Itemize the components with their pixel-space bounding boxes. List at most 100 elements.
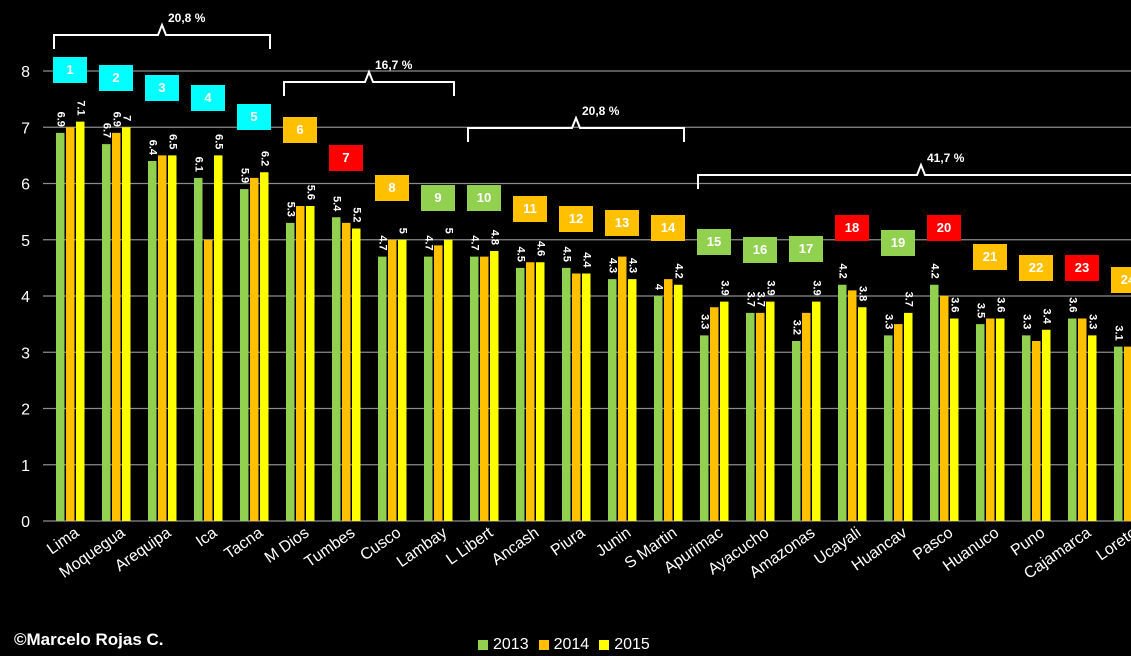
data-label-cajamarca-2015: 3.3 xyxy=(1086,314,1098,329)
bar-cusco-2013 xyxy=(378,256,387,521)
bar-ucayali-2015 xyxy=(858,307,867,521)
bar-s-martin-2013 xyxy=(654,296,663,521)
data-label-tacna-2013: 5.9 xyxy=(238,168,250,183)
bar-puno-2014 xyxy=(1032,341,1041,521)
bar-cajamarca-2014 xyxy=(1078,318,1087,521)
bar-piura-2015 xyxy=(582,273,591,521)
rank-badge-label-14: 14 xyxy=(661,220,676,235)
bar-s-martin-2014 xyxy=(664,279,673,521)
bar-huancav-2013 xyxy=(884,335,893,521)
x-label-ica: Ica xyxy=(193,524,220,550)
bar-tumbes-2013 xyxy=(332,217,341,521)
data-label-ica-2015: 6.5 xyxy=(212,134,224,149)
bar-m-dios-2014 xyxy=(296,206,305,521)
bar-lambay-2013 xyxy=(424,256,433,521)
data-label-l-libert-2015: 4.8 xyxy=(488,230,500,245)
rank-badge-label-3: 3 xyxy=(158,80,165,95)
bar-tacna-2015 xyxy=(260,172,269,521)
data-label-tumbes-2015: 5.2 xyxy=(350,207,362,222)
bar-tacna-2013 xyxy=(240,189,249,521)
x-label-tumbes: Tumbes xyxy=(302,524,359,571)
y-tick-2: 2 xyxy=(21,402,30,419)
group-bracket-2 xyxy=(467,115,685,142)
group-bracket-3 xyxy=(697,162,1131,189)
data-label-cajamarca-2013: 3.6 xyxy=(1066,297,1078,312)
rank-badge-2 xyxy=(99,65,133,91)
legend-swatch-2014 xyxy=(538,640,549,650)
y-tick-6: 6 xyxy=(21,177,30,194)
bar-amazonas-2013 xyxy=(792,341,801,521)
rank-badge-20 xyxy=(927,215,961,241)
bar-s-martin-2015 xyxy=(674,284,683,521)
group-bracket-1 xyxy=(283,69,455,96)
data-label-lambay-2013: 4.7 xyxy=(422,235,434,250)
rank-badges: 123456789101112131415161718192021222324 xyxy=(53,57,1131,293)
rank-badge-11 xyxy=(513,196,547,222)
bar-ucayali-2013 xyxy=(838,284,847,521)
rank-badge-label-8: 8 xyxy=(388,180,395,195)
bar-cusco-2015 xyxy=(398,239,407,521)
data-label-junin-2013: 4.3 xyxy=(606,258,618,273)
bar-lima-2015 xyxy=(76,121,85,521)
data-label-pasco-2013: 4.2 xyxy=(928,263,940,278)
bar-arequipa-2015 xyxy=(168,155,177,521)
bar-lambay-2015 xyxy=(444,239,453,521)
data-label-pasco-2015: 3.6 xyxy=(948,297,960,312)
bar-puno-2013 xyxy=(1022,335,1031,521)
data-labels: 6.97.16.76.976.4 6.56.16.55.96.25.35.65.4… xyxy=(54,100,1124,340)
rank-badge-label-23: 23 xyxy=(1075,260,1089,275)
bar-piura-2013 xyxy=(562,267,571,521)
legend-swatch-2013 xyxy=(478,640,488,650)
y-tick-8: 8 xyxy=(21,64,30,81)
rank-badge-label-9: 9 xyxy=(434,190,441,205)
x-label-piura: Piura xyxy=(548,524,588,559)
bar-lima-2013 xyxy=(56,132,65,521)
rank-badge-label-17: 17 xyxy=(799,241,813,256)
bar-ancash-2013 xyxy=(516,267,525,521)
data-label-arequipa-2013: 6.4 xyxy=(146,140,158,156)
data-label-moquegua-2015: 7 xyxy=(120,115,132,121)
rank-badge-label-15: 15 xyxy=(707,234,721,249)
rank-badge-16 xyxy=(743,237,777,263)
rank-badge-label-22: 22 xyxy=(1029,260,1043,275)
bar-junin-2015 xyxy=(628,279,637,521)
bar-cajamarca-2013 xyxy=(1068,318,1077,521)
data-label-s-martin-2013: 4 xyxy=(652,284,664,291)
rank-badge-7 xyxy=(329,145,363,171)
rank-badge-label-7: 7 xyxy=(342,150,349,165)
bar-ancash-2014 xyxy=(526,262,535,521)
bar-arequipa-2013 xyxy=(148,161,157,521)
legend-item-2013: 2013 xyxy=(478,636,529,654)
rank-badge-label-21: 21 xyxy=(983,249,997,264)
rank-badge-15 xyxy=(697,229,731,255)
rank-badge-label-24: 24 xyxy=(1121,272,1131,287)
data-label-tumbes-2013: 5.4 xyxy=(330,196,342,212)
rank-badge-3 xyxy=(145,75,179,101)
rank-badge-label-19: 19 xyxy=(891,235,905,250)
rank-badge-22 xyxy=(1019,255,1053,281)
y-tick-3: 3 xyxy=(21,345,30,362)
bar-moquegua-2013 xyxy=(102,144,111,521)
bar-cusco-2014 xyxy=(388,239,397,521)
data-label-huanuco-2013: 3.5 xyxy=(974,303,986,318)
x-label-tacna: Tacna xyxy=(222,524,267,562)
data-label-amazonas-2013: 3.2 xyxy=(790,320,802,335)
bar-apurimac-2014 xyxy=(710,307,719,521)
rank-badge-10 xyxy=(467,185,501,211)
group-bracket-label-0: 20,8 % xyxy=(168,11,206,25)
y-tick-5: 5 xyxy=(21,233,30,250)
bar-tumbes-2014 xyxy=(342,222,351,521)
rank-badge-12 xyxy=(559,206,593,232)
bar-piura-2014 xyxy=(572,273,581,521)
rank-badge-label-18: 18 xyxy=(845,220,859,235)
data-label-lima-2013: 6.9 xyxy=(54,112,66,127)
x-label-loreto: Loreto xyxy=(1093,524,1131,564)
data-label-arequipa-2015: 6.5 xyxy=(166,134,178,149)
rank-badge-label-13: 13 xyxy=(615,215,629,230)
bar-l-libert-2013 xyxy=(470,256,479,521)
data-label-puno-2013: 3.3 xyxy=(1020,314,1032,329)
bar-ancash-2015 xyxy=(536,262,545,521)
rank-badge-label-4: 4 xyxy=(204,90,212,105)
